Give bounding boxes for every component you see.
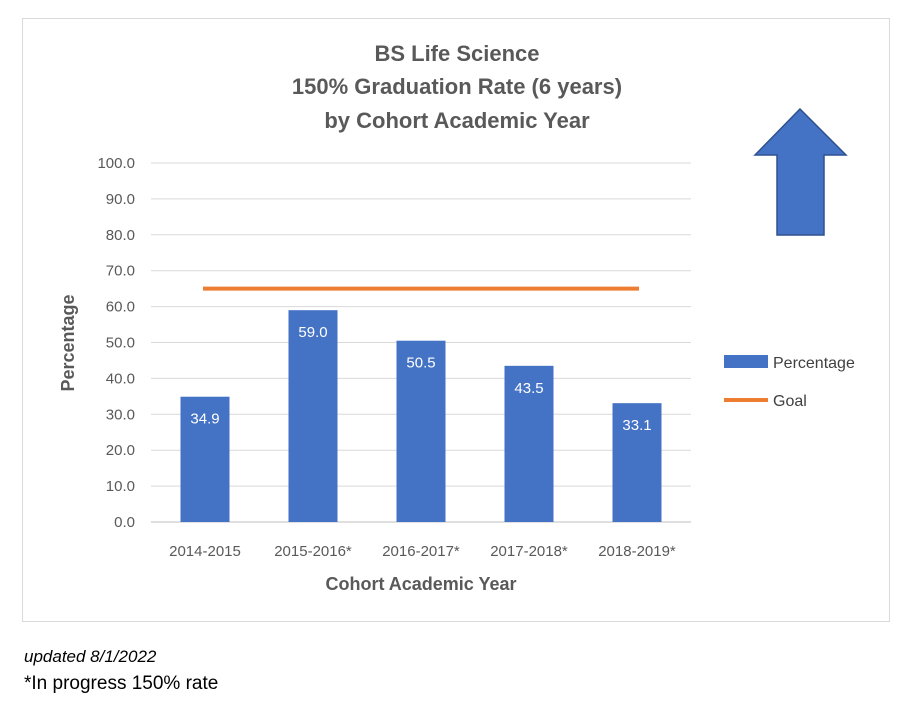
chart-title-line: BS Life Science	[374, 41, 539, 66]
bar-data-label: 43.5	[514, 380, 543, 397]
y-axis-ticks: 0.0 10.0 20.0 30.0 40.0 50.0 60.0 70.0 80.0 90.0 1…	[97, 155, 135, 531]
x-tick-label: 2015-2016*	[274, 543, 352, 560]
chart-frame: BS Life Science 150% Graduation Rate (6 y…	[22, 18, 890, 622]
chart-title-line: by Cohort Academic Year	[324, 108, 590, 133]
bar-data-label: 34.9	[190, 411, 219, 428]
y-tick-label: 100.0	[97, 155, 135, 172]
x-tick-label: 2017-2018*	[490, 543, 568, 560]
y-axis-title: Percentage	[58, 294, 78, 391]
y-tick-label: 80.0	[106, 227, 135, 244]
y-tick-label: 90.0	[106, 191, 135, 208]
bar	[288, 310, 338, 522]
y-tick-label: 60.0	[106, 299, 135, 316]
legend-label-percentage: Percentage	[773, 355, 855, 372]
bar-data-label: 50.5	[406, 355, 435, 372]
updated-note: updated 8/1/2022	[24, 647, 157, 666]
y-tick-label: 70.0	[106, 263, 135, 280]
legend: Percentage Goal	[724, 355, 855, 410]
chart-title: BS Life Science 150% Graduation Rate (6 y…	[292, 41, 622, 133]
chart-title-line: 150% Graduation Rate (6 years)	[292, 74, 622, 99]
bar-data-label: 33.1	[622, 417, 651, 434]
up-arrow-icon	[753, 107, 848, 236]
legend-label-goal: Goal	[773, 393, 807, 410]
y-tick-label: 10.0	[106, 478, 135, 495]
y-tick-label: 50.0	[106, 335, 135, 352]
bar-data-label: 59.0	[298, 324, 327, 341]
bar	[504, 365, 554, 522]
in-progress-note: *In progress 150% rate	[24, 673, 219, 694]
chart-canvas: BS Life Science 150% Graduation Rate (6 y…	[58, 41, 855, 594]
y-tick-label: 30.0	[106, 406, 135, 423]
y-tick-label: 40.0	[106, 370, 135, 387]
x-axis-ticks: 2014-2015 2015-2016* 2016-2017* 2017-2018* 2…	[169, 543, 676, 560]
x-tick-label: 2014-2015	[169, 543, 241, 560]
bar	[180, 396, 230, 522]
y-tick-label: 20.0	[106, 442, 135, 459]
bars: 34.9 59.0 50.5 43.5 33.1	[180, 310, 662, 522]
legend-swatch-percentage	[724, 355, 768, 368]
x-tick-label: 2018-2019*	[598, 543, 676, 560]
bar	[396, 340, 446, 522]
bar	[612, 403, 662, 522]
y-tick-label: 0.0	[114, 514, 135, 531]
x-axis-title: Cohort Academic Year	[325, 574, 516, 594]
x-tick-label: 2016-2017*	[382, 543, 460, 560]
